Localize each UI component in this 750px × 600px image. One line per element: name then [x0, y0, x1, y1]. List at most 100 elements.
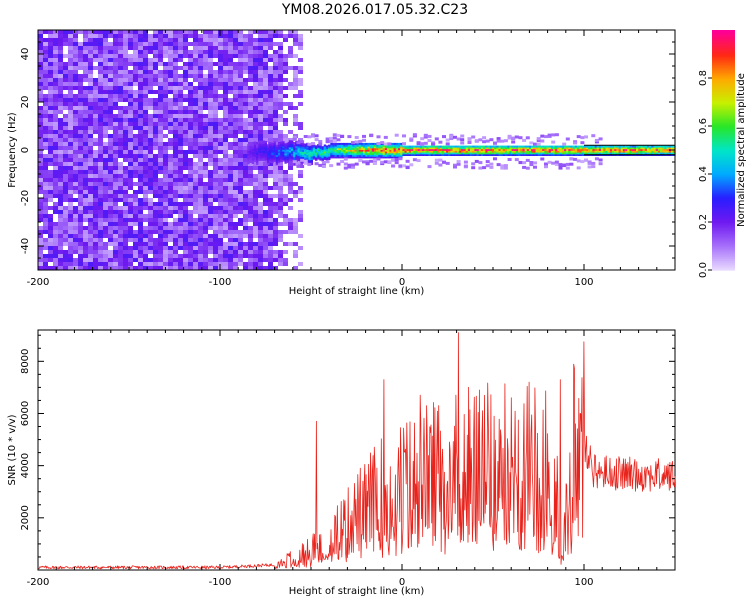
spectrogram-cell — [223, 78, 228, 82]
spectrogram-cell — [233, 34, 238, 38]
colorbar-swatch — [712, 140, 735, 143]
spectrogram-cell — [238, 178, 243, 182]
spectrogram-cell — [168, 66, 173, 70]
spectrogram-cell — [607, 145, 611, 148]
spectrogram-cell — [607, 152, 611, 155]
spectrogram-cell — [38, 150, 43, 154]
spectrogram-cell — [404, 154, 407, 156]
spectrogram-cell — [467, 145, 471, 148]
spectrogram-cell — [168, 86, 173, 90]
spectrogram-cell — [533, 147, 536, 150]
spectrogram-cell — [233, 94, 238, 98]
spectrogram-cell — [263, 242, 268, 246]
spectrogram-cell — [238, 202, 243, 206]
spectrogram-cell — [173, 222, 178, 226]
spectrogram-cell — [308, 148, 311, 151]
spectrogram-cell — [474, 150, 477, 153]
spectrogram-cell — [103, 42, 108, 46]
spectrogram-cell — [301, 143, 305, 146]
spectrogram-cell — [38, 158, 43, 162]
spectrogram-cell — [238, 254, 243, 258]
spectrogram-cell — [208, 134, 213, 138]
spectrogram-cell — [283, 122, 288, 126]
spectrogram-cell — [505, 150, 508, 153]
colorbar-swatch — [712, 116, 735, 119]
spectrogram-cell — [193, 206, 198, 210]
spectrogram-cell — [325, 150, 329, 153]
colorbar-swatch — [712, 232, 735, 235]
colorbar-swatch — [712, 262, 735, 265]
spectrogram-cell — [163, 50, 168, 54]
spectrogram-cell — [280, 145, 283, 147]
spectrogram-cell — [68, 82, 73, 86]
spectrogram-cell — [550, 148, 554, 151]
spectrogram-cell — [218, 38, 223, 42]
spectrogram-cell — [367, 154, 370, 157]
spectrogram-cell — [295, 157, 298, 160]
spectrogram-cell — [168, 42, 173, 46]
spectrogram-cell — [518, 145, 521, 148]
spectrogram-cell — [260, 147, 263, 150]
spectrogram-cell — [83, 238, 88, 242]
spectrogram-cell — [446, 145, 449, 148]
spectrogram-cell — [68, 54, 73, 58]
spectrogram-cell — [262, 145, 265, 148]
spectrogram-cell — [296, 141, 301, 145]
spectrogram-cell — [213, 226, 218, 230]
spectrogram-cell — [38, 30, 43, 34]
spectrogram-cell — [203, 254, 208, 258]
spectrogram-cell — [178, 114, 183, 118]
spectrogram-cell — [312, 156, 316, 158]
spectrogram-cell — [198, 202, 203, 206]
spectrogram-cell — [108, 78, 113, 82]
spectrogram-cell — [607, 148, 611, 151]
spectrogram-cell — [489, 154, 493, 156]
spectrogram-cell — [540, 150, 543, 153]
spectrogram-cell — [248, 174, 253, 178]
spectrogram-cell — [108, 114, 113, 118]
spectrogram-cell — [288, 148, 292, 151]
spectrogram-cell — [183, 134, 188, 138]
spectrogram-cell — [448, 154, 451, 156]
spectrogram-cell — [83, 218, 88, 222]
spectrogram-cell — [208, 182, 213, 186]
spectrogram-cell — [98, 202, 103, 206]
spectrogram-cell — [88, 194, 93, 198]
spectrogram-cell — [264, 159, 268, 162]
y-tick-label: -40 — [20, 238, 31, 254]
spectrogram-cell — [288, 138, 293, 142]
spectrogram-cell — [544, 145, 547, 148]
spectrogram-cell — [585, 147, 589, 150]
spectrogram-cell — [73, 206, 78, 210]
spectrogram-cell — [83, 210, 88, 214]
spectrogram-cell — [53, 58, 58, 62]
spectrogram-cell — [522, 148, 525, 151]
spectrogram-cell — [273, 66, 278, 70]
spectrogram-cell — [143, 198, 148, 202]
spectrogram-cell — [273, 230, 278, 234]
spectrogram-cell — [218, 170, 223, 174]
spectrogram-cell — [218, 234, 223, 238]
spectrogram-cell — [48, 258, 53, 262]
spectrogram-cell — [572, 147, 576, 150]
spectrogram-cell — [118, 206, 123, 210]
spectrogram-cell — [278, 102, 283, 106]
spectrogram-cell — [655, 148, 659, 151]
spectrogram-cell — [218, 158, 223, 162]
spectrogram-cell — [148, 74, 153, 78]
spectrogram-cell — [213, 214, 218, 218]
spectrogram-cell — [248, 262, 253, 266]
spectrogram-cell — [256, 144, 259, 147]
spectrogram-cell — [268, 194, 273, 198]
spectrogram-cell — [53, 234, 58, 238]
spectrogram-cell — [314, 134, 319, 138]
spectrogram-cell — [321, 146, 324, 149]
spectrogram-cell — [193, 262, 198, 266]
spectrogram-cell — [258, 34, 263, 38]
spectrogram-cell — [325, 147, 329, 150]
spectrogram-cell — [48, 198, 53, 202]
spectrogram-cell — [63, 222, 68, 226]
spectrogram-cell — [203, 230, 208, 234]
spectrogram-cell — [218, 206, 223, 210]
spectrogram-cell — [43, 58, 48, 62]
